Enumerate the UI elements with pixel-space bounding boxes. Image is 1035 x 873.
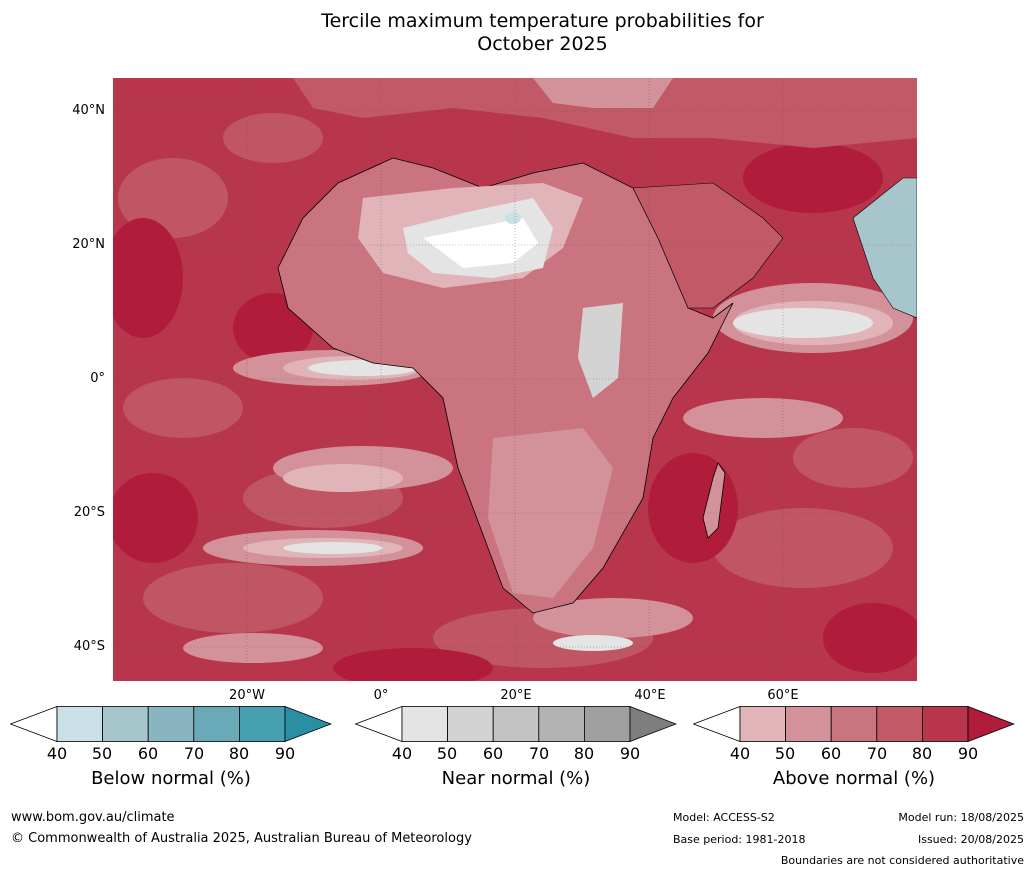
tick-label: 80 — [911, 744, 933, 763]
tick-label: 70 — [528, 744, 550, 763]
lon-label-40e: 40°E — [634, 688, 666, 703]
colorbar-extend-low — [692, 705, 741, 743]
lat-label-20n: 20°N — [72, 237, 105, 252]
tick-label: 80 — [573, 744, 595, 763]
lat-label-40s: 40°S — [73, 639, 105, 654]
colorbar-near-normal-graphic — [354, 705, 678, 743]
colorbar-near-normal-label: Near normal (%) — [441, 768, 591, 789]
tick-label: 90 — [619, 744, 641, 763]
colorbar-segment — [238, 706, 286, 742]
colorbar-extend-high — [629, 705, 678, 743]
tick-label: 50 — [774, 744, 796, 763]
colorbar-near-normal — [354, 705, 678, 743]
colorbar-segment — [583, 706, 631, 742]
tick-label: 40 — [46, 744, 68, 763]
tick-label: 60 — [137, 744, 159, 763]
tick-label: 50 — [91, 744, 113, 763]
colorbar-segment — [876, 706, 923, 742]
tick-label: 70 — [866, 744, 888, 763]
footer-model-run: Model run: 18/08/2025 — [898, 811, 1024, 824]
probability-map — [113, 78, 917, 681]
colorbar-segment — [147, 706, 195, 742]
tick-label: 40 — [729, 744, 751, 763]
colorbar-extend-low — [9, 705, 58, 743]
colorbar-below-normal-label: Below normal (%) — [91, 768, 251, 789]
colorbar-above-normal — [692, 705, 1016, 743]
tick-label: 80 — [228, 744, 250, 763]
tick-label: 70 — [183, 744, 205, 763]
colorbar-below-normal — [9, 705, 333, 743]
map-title-line-1: Tercile maximum temperature probabilitie… — [321, 10, 764, 32]
colorbar-segment — [921, 706, 969, 742]
colorbar-segment — [785, 706, 832, 742]
colorbar-segment — [193, 706, 240, 742]
footer-disclaimer: Boundaries are not considered authoritat… — [780, 854, 1024, 867]
lon-label-20e: 20°E — [500, 688, 532, 703]
tick-label: 90 — [957, 744, 979, 763]
footer-issued: Issued: 20/08/2025 — [917, 833, 1024, 846]
colorbar-segment — [401, 706, 448, 742]
tick-label: 40 — [391, 744, 413, 763]
colorbar-segment — [739, 706, 786, 742]
colorbar-extend-high — [284, 705, 333, 743]
colorbar-above-normal-label: Above normal (%) — [772, 768, 936, 789]
lat-label-40n: 40°N — [72, 103, 105, 118]
lat-label-0: 0° — [90, 371, 105, 386]
tick-label: 50 — [436, 744, 458, 763]
tick-label: 60 — [820, 744, 842, 763]
footer-url: www.bom.gov.au/climate — [11, 810, 175, 825]
colorbar-below-normal-graphic — [9, 705, 333, 743]
tick-label: 90 — [274, 744, 296, 763]
colorbar-segment — [830, 706, 878, 742]
colorbar-above-normal-graphic — [692, 705, 1016, 743]
colorbar-extend-low — [354, 705, 403, 743]
colorbar-segment — [447, 706, 494, 742]
tick-label: 60 — [482, 744, 504, 763]
colorbar-segment — [56, 706, 103, 742]
colorbar-extend-high — [967, 705, 1016, 743]
map-canvas — [113, 78, 917, 681]
colorbar-segment — [102, 706, 149, 742]
map-title: Tercile maximum temperature probabilitie… — [0, 10, 1035, 56]
lat-label-20s: 20°S — [73, 505, 105, 520]
footer-base-period: Base period: 1981-2018 — [673, 833, 806, 846]
map-title-line-2: October 2025 — [477, 33, 608, 55]
colorbar-segment — [538, 706, 585, 742]
footer-model: Model: ACCESS-S2 — [673, 811, 775, 824]
footer-copyright: © Commonwealth of Australia 2025, Austra… — [11, 831, 472, 846]
lon-label-0: 0° — [373, 688, 389, 703]
lon-label-20w: 20°W — [229, 688, 265, 703]
colorbar-segment — [492, 706, 540, 742]
lon-label-60e: 60°E — [767, 688, 799, 703]
